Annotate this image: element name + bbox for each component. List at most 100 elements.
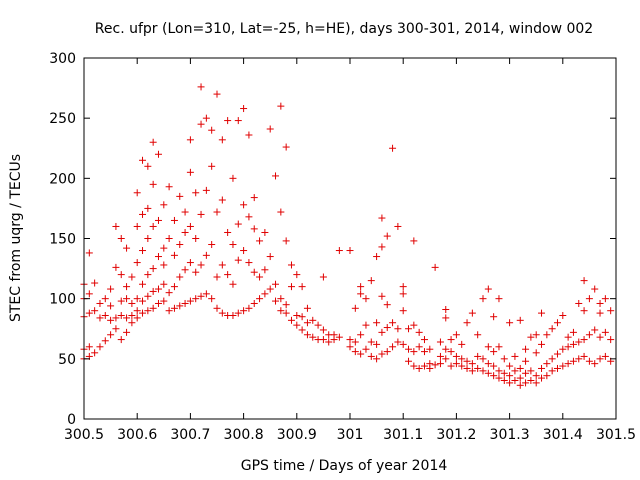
data-point — [154, 253, 162, 261]
data-point — [559, 312, 567, 320]
data-point — [181, 266, 189, 274]
data-point — [389, 144, 397, 152]
data-point — [208, 241, 216, 249]
data-point — [170, 304, 178, 312]
data-point — [266, 285, 274, 293]
data-point — [362, 345, 370, 353]
data-point — [452, 360, 460, 368]
data-point — [91, 349, 99, 357]
data-point — [85, 290, 93, 298]
data-point — [527, 367, 535, 375]
data-point — [123, 328, 131, 336]
data-point — [197, 292, 205, 300]
data-point — [144, 292, 152, 300]
data-point — [607, 336, 615, 344]
data-point — [516, 316, 524, 324]
data-point — [250, 194, 258, 202]
chart-title: Rec. ufpr (Lon=310, Lat=-25, h=HE), days… — [95, 21, 593, 37]
data-point — [495, 367, 503, 375]
data-point — [234, 309, 242, 317]
data-point — [117, 297, 125, 305]
data-point — [85, 249, 93, 257]
data-point — [580, 336, 588, 344]
data-point — [490, 313, 498, 321]
data-point — [112, 325, 120, 333]
data-point — [117, 271, 125, 279]
data-point — [553, 350, 561, 358]
data-point — [282, 143, 290, 151]
data-point — [197, 210, 205, 218]
data-point — [367, 352, 375, 360]
data-point — [272, 172, 280, 180]
data-point — [452, 331, 460, 339]
data-point — [266, 253, 274, 261]
data-point — [202, 251, 210, 259]
data-point — [154, 285, 162, 293]
data-point — [234, 117, 242, 125]
y-tick-label: 200 — [49, 171, 76, 187]
data-point — [601, 352, 609, 360]
data-point — [213, 90, 221, 98]
data-point — [240, 247, 248, 255]
data-point — [415, 364, 423, 372]
data-point — [431, 361, 439, 369]
data-point — [468, 360, 476, 368]
data-point — [389, 343, 397, 351]
x-tick-label: 300.7 — [170, 427, 210, 443]
data-point — [186, 222, 194, 230]
data-point — [303, 319, 311, 327]
data-point — [548, 325, 556, 333]
data-point — [394, 222, 402, 230]
data-point — [144, 307, 152, 315]
data-point — [154, 216, 162, 224]
data-point — [506, 362, 514, 370]
data-point — [282, 301, 290, 309]
data-point — [527, 333, 535, 341]
data-point — [378, 243, 386, 251]
data-point — [107, 316, 115, 324]
y-tick-label: 250 — [49, 111, 76, 127]
data-point — [229, 312, 237, 320]
data-point — [160, 280, 168, 288]
data-point — [410, 362, 418, 370]
data-point — [128, 299, 136, 307]
data-point — [575, 338, 583, 346]
data-point — [394, 325, 402, 333]
data-point — [160, 297, 168, 305]
data-point — [591, 326, 599, 334]
data-point — [357, 290, 365, 298]
data-point — [181, 228, 189, 236]
data-point — [96, 343, 104, 351]
data-point — [373, 319, 381, 327]
data-point — [202, 186, 210, 194]
data-point — [298, 283, 306, 291]
data-point — [96, 299, 104, 307]
data-point — [495, 295, 503, 303]
data-point — [197, 83, 205, 91]
data-point — [335, 247, 343, 255]
data-point — [149, 287, 157, 295]
data-point — [176, 192, 184, 200]
x-tick-label: 301.4 — [543, 427, 583, 443]
data-point — [165, 307, 173, 315]
data-point — [553, 319, 561, 327]
data-point — [399, 290, 407, 298]
data-point — [229, 174, 237, 182]
axis-ticks: 300.5 300.6 300.7 300.8 300.9 301 301.1 301.2 30… — [49, 51, 636, 443]
data-point — [431, 263, 439, 271]
data-point — [272, 280, 280, 288]
data-point — [139, 280, 147, 288]
data-point — [101, 337, 109, 345]
data-point — [170, 283, 178, 291]
data-point — [362, 321, 370, 329]
data-point — [442, 305, 450, 313]
data-point — [139, 156, 147, 164]
data-point — [176, 241, 184, 249]
data-point — [144, 271, 152, 279]
x-axis-label: GPS time / Days of year 2014 — [241, 458, 448, 474]
x-tick-label: 300.6 — [117, 427, 157, 443]
data-point — [346, 336, 354, 344]
data-point — [420, 362, 428, 370]
data-point — [484, 343, 492, 351]
data-point — [112, 263, 120, 271]
